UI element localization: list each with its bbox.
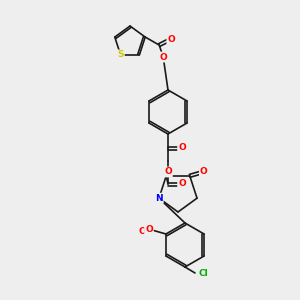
Text: O: O <box>164 167 172 176</box>
Text: O: O <box>178 143 186 152</box>
Text: Cl: Cl <box>198 268 208 278</box>
Text: O: O <box>178 179 186 188</box>
Text: O: O <box>167 34 175 43</box>
Text: N: N <box>155 194 163 203</box>
Text: O: O <box>200 167 208 176</box>
Text: O: O <box>138 226 146 236</box>
Text: O: O <box>159 52 167 62</box>
Text: O: O <box>145 226 153 235</box>
Text: S: S <box>117 50 124 59</box>
